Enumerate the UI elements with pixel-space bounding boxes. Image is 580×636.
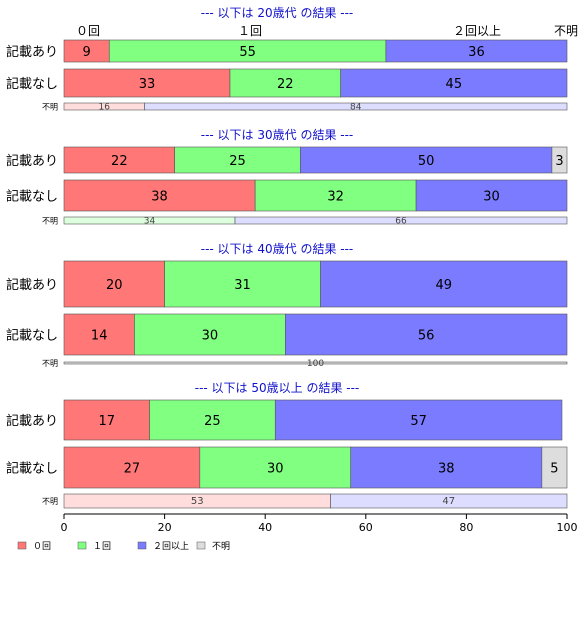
legend-swatch (17, 541, 27, 550)
legend-label: １回 (93, 541, 111, 552)
row-label: 記載なし (6, 189, 58, 205)
bar-value-label: 36 (468, 45, 485, 60)
row-label: 記載あり (6, 413, 58, 429)
bar-value-label: 55 (239, 45, 256, 60)
bar-value-label: 20 (106, 278, 123, 293)
bar-segment (385, 39, 568, 63)
bar-segment (285, 313, 568, 356)
bar-segment (63, 313, 135, 356)
bar-segment (134, 313, 286, 356)
bar-value-label: 38 (151, 190, 168, 205)
legend-label: ２回以上 (153, 541, 189, 552)
bar-value-label: 30 (202, 329, 219, 344)
top-label: ０回 (76, 24, 100, 38)
bar-segment (63, 446, 201, 489)
bar-segment (274, 399, 563, 441)
bar-value-label: 50 (418, 154, 435, 169)
row-label: 記載なし (6, 461, 58, 477)
bar-value-label: 32 (327, 190, 344, 205)
unknown-value-label: 16 (99, 103, 111, 113)
bar-value-label: 30 (483, 190, 500, 205)
row-label: 記載なし (6, 328, 58, 344)
unknown-row-label: 不明 (42, 217, 58, 226)
x-tick-label: 60 (359, 521, 373, 534)
top-label: 不明 (554, 24, 578, 38)
bar-value-label: 45 (446, 77, 463, 92)
group-title: --- 以下は 40歳代 の結果 --- (201, 242, 354, 256)
row-label: 記載なし (6, 76, 58, 92)
group-title: --- 以下は 20歳代 の結果 --- (201, 6, 354, 20)
bar-segment (551, 146, 568, 174)
bar-segment (149, 399, 276, 441)
legend-swatch (137, 541, 147, 550)
bar-value-label: 27 (124, 462, 141, 477)
row-label: 記載あり (6, 277, 58, 293)
unknown-value-label: 53 (191, 496, 204, 507)
group-title: --- 以下は 50歳以上 の結果 --- (195, 381, 360, 395)
unknown-row-label: 不明 (42, 103, 58, 112)
row-label: 記載あり (6, 44, 58, 60)
unknown-row-label: 不明 (42, 497, 58, 506)
unknown-row-label: 不明 (42, 359, 58, 368)
unknown-value-label: 100 (307, 359, 324, 369)
bar-value-label: 31 (234, 278, 251, 293)
bar-value-label: 56 (418, 329, 435, 344)
top-label: ２回以上 (453, 24, 501, 38)
bar-segment (320, 260, 568, 308)
unknown-bar-segment (144, 102, 568, 111)
unknown-bar-segment (330, 493, 568, 509)
bar-value-label: 3 (555, 154, 563, 169)
bar-value-label: 33 (139, 77, 156, 92)
x-tick-label: 40 (258, 521, 272, 534)
unknown-value-label: 66 (395, 217, 407, 227)
bar-value-label: 9 (82, 45, 90, 60)
bar-value-label: 5 (550, 462, 558, 477)
bar-value-label: 22 (111, 154, 128, 169)
bar-value-label: 30 (267, 462, 284, 477)
bar-value-label: 25 (229, 154, 246, 169)
bar-segment (199, 446, 352, 489)
unknown-bar-segment (63, 361, 568, 365)
bar-segment (164, 260, 321, 308)
legend-label: 不明 (212, 541, 230, 552)
legend-swatch (77, 541, 87, 550)
x-tick-label: 0 (61, 521, 68, 534)
bar-value-label: 14 (91, 329, 108, 344)
legend-label: ０回 (33, 541, 51, 552)
row-label: 記載あり (6, 153, 58, 169)
top-label: １回 (238, 24, 262, 38)
bar-segment (300, 146, 553, 174)
group-title: --- 以下は 30歳代 の結果 --- (201, 128, 354, 142)
bar-value-label: 17 (98, 414, 115, 429)
bar-segment (63, 399, 150, 441)
bar-value-label: 57 (410, 414, 427, 429)
bar-value-label: 25 (204, 414, 221, 429)
bar-segment (229, 68, 341, 98)
bar-segment (63, 260, 165, 308)
bar-value-label: 22 (277, 77, 294, 92)
unknown-value-label: 47 (442, 496, 455, 507)
bar-segment (340, 68, 568, 98)
bar-value-label: 49 (435, 278, 452, 293)
bar-value-label: 38 (438, 462, 455, 477)
x-tick-label: 100 (557, 521, 578, 534)
bar-segment (350, 446, 543, 489)
unknown-value-label: 34 (144, 217, 156, 227)
bar-segment (541, 446, 568, 489)
x-tick-label: 20 (158, 521, 172, 534)
bar-segment (174, 146, 301, 174)
unknown-value-label: 84 (350, 103, 362, 113)
legend-swatch (196, 541, 206, 550)
unknown-bar-segment (234, 216, 568, 225)
bar-segment (415, 179, 568, 212)
x-tick-label: 80 (459, 521, 473, 534)
bar-segment (254, 179, 417, 212)
